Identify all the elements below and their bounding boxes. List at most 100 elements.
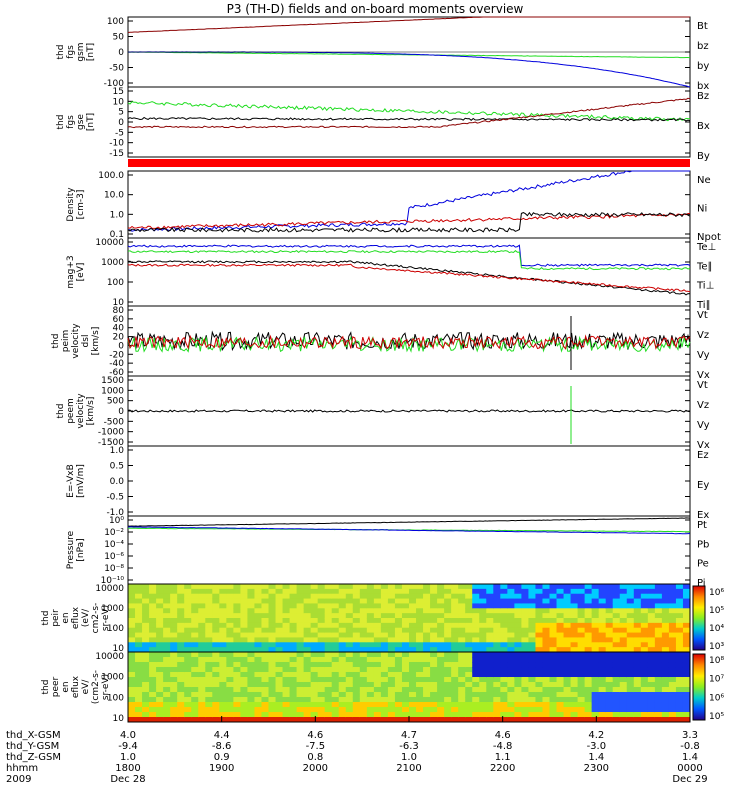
spectrogram-cell [479,652,487,658]
spectrogram-cell [640,667,649,673]
spectrogram-cell [177,613,185,619]
spectrogram-cell [163,652,171,658]
spectrogram-cell [563,667,572,673]
spectrogram-cell [507,632,515,638]
spectrogram-cell [331,622,340,629]
spectrogram-cell [338,657,347,663]
spectrogram-cell [254,682,262,688]
spectrogram-cell [275,687,284,693]
spectrogram-cell [177,622,185,629]
spectrogram-cell [605,707,614,713]
spectrogram-cell [149,652,157,658]
spectrogram-cell [149,662,157,668]
spectrogram-cell [570,667,579,673]
y-axis-label: eflux [71,675,81,698]
spectrogram-cell [619,632,628,638]
spectrogram-cell [570,662,579,668]
spectrogram-cell [135,707,143,713]
spectrogram-cell [654,632,663,638]
spectrogram-cell [479,637,487,643]
spectrogram-cell [219,588,227,595]
spectrogram-cell [423,618,431,624]
spectrogram-cell [633,598,642,604]
spectrogram-cell [233,622,241,629]
footer-value: -4.8 [493,741,513,752]
spectrogram-cell [387,712,396,718]
spectrogram-cell [430,712,438,718]
spectrogram-cell [394,697,403,703]
spectrogram-cell [156,647,164,653]
spectrogram-cell [444,672,452,678]
spectrogram-cell [247,593,255,600]
spectrogram-cell [577,662,586,668]
spectrogram-cell [282,662,291,668]
spectrogram-cell [626,593,635,600]
series-ti-par [127,249,691,271]
spectrogram-cell [387,613,396,619]
spectrogram-cell [626,603,635,609]
spectrogram-cell [612,598,621,604]
spectrogram-cell [626,622,635,629]
spectrogram-cell [177,712,185,718]
spectrogram-cell [366,687,375,693]
footer-row-label: hhmm [6,763,38,774]
spectrogram-cell [605,642,614,648]
spectrogram-cell [128,707,136,713]
spectrogram-cell [401,707,410,713]
spectrogram-cell [198,667,206,673]
spectrogram-cell [198,692,206,698]
spectrogram-cell [387,672,396,678]
spectrogram-cell [486,627,494,634]
spectrogram-cell [275,662,284,668]
spectrogram-cell [338,667,347,673]
spectrogram-cell [430,598,438,604]
spectrogram-cell [275,712,284,718]
y-axis-label: [nT] [86,43,96,61]
y-axis-label: peer [51,676,61,697]
spectrogram-cell [486,687,494,693]
spectrogram-cell [268,584,277,590]
spectrogram-cell [458,588,466,595]
spectrogram-cell [647,588,656,595]
spectrogram-cell [598,593,607,600]
spectrogram-cell [556,692,565,698]
spectrogram-cell [184,702,192,708]
spectrogram-cell [444,618,452,624]
spectrogram-cell [514,608,522,614]
spectrogram-cell [507,637,515,643]
legend-ti∥: Ti∥ [696,300,711,311]
spectrogram-cell [170,608,178,614]
spectrogram-cell [247,608,255,614]
spectrogram-cell [345,627,354,634]
footer-value: 2100 [396,763,421,774]
spectrogram-cell [394,657,403,663]
spectrogram-cell [387,717,396,723]
spectrogram-cell [135,657,143,663]
spectrogram-cell [261,657,269,663]
spectrogram-cell [198,613,206,619]
spectrogram-cell [584,712,593,718]
spectrogram-cell [310,672,319,678]
spectrogram-cell [626,642,635,648]
spectrogram-cell [577,608,586,614]
spectrogram-cell [542,603,550,609]
y-axis-label: velocity [71,323,81,359]
spectrogram-cell [528,588,536,595]
y-axis-label: thd [41,680,51,695]
spectrogram-cell [507,588,515,595]
spectrogram-cell [451,637,459,643]
spectrogram-cell [303,677,312,683]
spectrogram-cell [282,584,291,590]
spectrogram-cell [612,622,621,629]
spectrogram-cell [135,677,143,683]
footer-value: -7.5 [306,741,326,752]
spectrogram-cell [626,584,635,590]
spectrogram-cell [184,598,192,604]
spectrogram-cell [205,712,213,718]
spectrogram-cell [373,618,382,624]
spectrogram-cell [675,598,684,604]
spectrogram-cell [345,667,354,673]
y-tick-label: 0.0 [110,477,125,487]
spectrogram-cell [626,637,635,643]
y-axis-label: eflux [71,606,81,629]
